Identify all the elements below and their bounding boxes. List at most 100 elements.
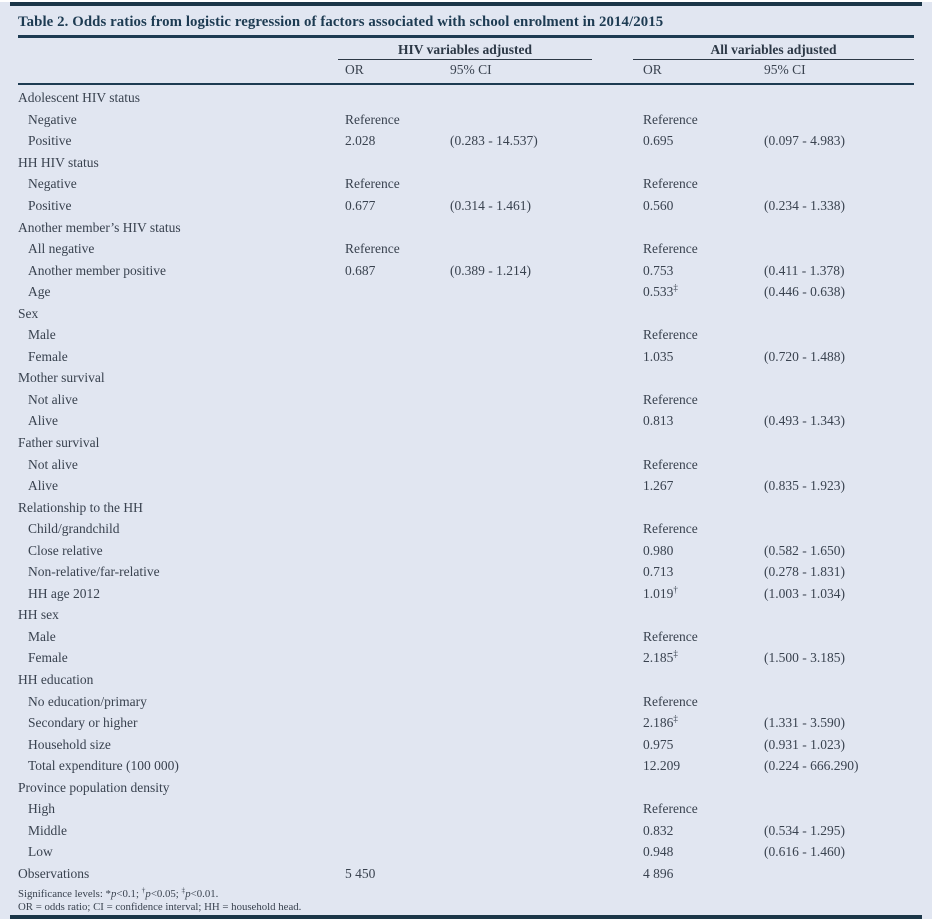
table-row: Not alive Reference xyxy=(18,454,914,476)
table-row: Adolescent HIV status xyxy=(18,88,914,110)
row-label: Sex xyxy=(18,305,39,321)
table-row: Positive 2.028 (0.283 - 14.537) 0.695 (0.097… xyxy=(18,131,914,153)
cell: 0.975 xyxy=(643,736,674,752)
cell: 1.019† xyxy=(643,584,678,601)
cell: Reference xyxy=(643,176,698,192)
cell: 0.695 xyxy=(643,133,674,149)
row-label: HH HIV status xyxy=(18,154,99,170)
row-label: Female xyxy=(28,348,68,364)
row-label: Male xyxy=(28,327,56,343)
table-row: Alive 1.267 (0.835 - 1.923) xyxy=(18,475,914,497)
significance-marker: ‡ xyxy=(673,282,678,293)
column-group-header-row: HIV variables adjusted All variables adj… xyxy=(18,39,914,60)
table-row: High Reference xyxy=(18,799,914,821)
table-row: Province population density xyxy=(18,777,914,799)
cell: Reference xyxy=(345,111,400,127)
table-body: Adolescent HIV status Negative Reference Re… xyxy=(18,88,914,885)
table-row: Secondary or higher 2.186‡ (1.331 - 3.590) xyxy=(18,712,914,734)
row-label: Female xyxy=(28,650,68,666)
cell: (0.835 - 1.923) xyxy=(764,478,845,494)
table-row: Another member’s HIV status xyxy=(18,217,914,239)
row-label: Middle xyxy=(28,822,67,838)
cell: Reference xyxy=(345,176,400,192)
cell: (0.931 - 1.023) xyxy=(764,736,845,752)
row-label: Province population density xyxy=(18,779,170,795)
cell: (0.493 - 1.343) xyxy=(764,413,845,429)
cell: 4 896 xyxy=(643,865,674,881)
table-row: Male Reference xyxy=(18,325,914,347)
table-row: Low 0.948 (0.616 - 1.460) xyxy=(18,842,914,864)
cell: Reference xyxy=(643,111,698,127)
row-label: Alive xyxy=(28,478,58,494)
table-row: Relationship to the HH xyxy=(18,497,914,519)
row-label: Another member positive xyxy=(28,262,166,278)
group-header-hiv-adjusted: HIV variables adjusted xyxy=(338,42,592,60)
top-border-bar xyxy=(10,2,922,6)
cell: (0.720 - 1.488) xyxy=(764,348,845,364)
table-row: No education/primary Reference xyxy=(18,691,914,713)
significance-marker: † xyxy=(673,584,678,595)
table-row: Close relative 0.980 (0.582 - 1.650) xyxy=(18,540,914,562)
row-label: No education/primary xyxy=(28,693,147,709)
cell: 2.186‡ xyxy=(643,713,678,731)
cell: 0.713 xyxy=(643,564,674,580)
subheader-ci-2: 95% CI xyxy=(764,62,806,77)
table-row: Another member positive 0.687 (0.389 - 1.2… xyxy=(18,260,914,282)
row-label: Not alive xyxy=(28,456,78,472)
row-label: Alive xyxy=(28,413,58,429)
table-row: Non-relative/far-relative 0.713 (0.278 - 1… xyxy=(18,562,914,584)
table-row: Mother survival xyxy=(18,368,914,390)
row-label: Adolescent HIV status xyxy=(18,90,140,106)
cell: Reference xyxy=(643,241,698,257)
subheader-ci-1: 95% CI xyxy=(450,62,492,77)
row-label: Positive xyxy=(28,198,72,213)
table-row: Positive 0.677 (0.314 - 1.461) 0.560 (0.234 … xyxy=(18,195,914,217)
cell: 0.980 xyxy=(643,542,674,558)
table-row: Female 2.185‡ (1.500 - 3.185) xyxy=(18,648,914,670)
footnote-significance: Significance levels: *p<0.1; †p<0.05; ‡p… xyxy=(18,885,219,900)
row-label: Negative xyxy=(28,111,77,127)
row-label: Father survival xyxy=(18,435,100,451)
row-label: Secondary or higher xyxy=(28,715,138,731)
cell: (1.500 - 3.185) xyxy=(764,650,845,666)
table-row: Negative Reference Reference xyxy=(18,174,914,196)
cell: (0.411 - 1.378) xyxy=(764,262,845,278)
cell: 0.948 xyxy=(643,844,674,860)
cell: (0.582 - 1.650) xyxy=(764,542,845,558)
row-label: Non-relative/far-relative xyxy=(28,564,160,580)
group-header-all-adjusted: All variables adjusted xyxy=(633,42,914,60)
table-row: Age 0.533‡ (0.446 - 0.638) xyxy=(18,281,914,303)
subheader-or-1: OR xyxy=(345,62,364,77)
cell: Reference xyxy=(643,327,698,343)
table-row: All negative Reference Reference xyxy=(18,238,914,260)
row-label: Close relative xyxy=(28,542,103,558)
row-label: Low xyxy=(28,844,53,860)
cell: 0.533‡ xyxy=(643,282,678,300)
row-label: Observations xyxy=(18,865,90,881)
row-label: Negative xyxy=(28,176,77,192)
subheader-or-2: OR xyxy=(643,62,662,77)
row-label: Total expenditure (100 000) xyxy=(28,758,179,774)
table-row: Sex xyxy=(18,303,914,325)
significance-marker: ‡ xyxy=(673,713,678,724)
table-row: Male Reference xyxy=(18,626,914,648)
cell: Reference xyxy=(643,801,698,817)
title-rule xyxy=(18,35,914,38)
cell: (0.224 - 666.290) xyxy=(764,758,859,774)
cell: (0.234 - 1.338) xyxy=(764,198,845,213)
table-row: HH education xyxy=(18,669,914,691)
row-label: High xyxy=(28,801,55,817)
table-row: Middle 0.832 (0.534 - 1.295) xyxy=(18,820,914,842)
table-row: Female 1.035 (0.720 - 1.488) xyxy=(18,346,914,368)
row-label: HH education xyxy=(18,672,94,688)
table-row: Father survival xyxy=(18,432,914,454)
cell: 2.028 xyxy=(345,133,376,149)
table-row: Child/grandchild Reference xyxy=(18,518,914,540)
cell: 1.267 xyxy=(643,478,674,494)
table-title: Table 2. Odds ratios from logistic regre… xyxy=(18,14,664,30)
cell: 0.753 xyxy=(643,262,674,278)
cell: (0.278 - 1.831) xyxy=(764,564,845,580)
cell: (0.283 - 14.537) xyxy=(450,133,538,149)
cell: (0.389 - 1.214) xyxy=(450,262,531,278)
header-rule xyxy=(18,82,914,85)
